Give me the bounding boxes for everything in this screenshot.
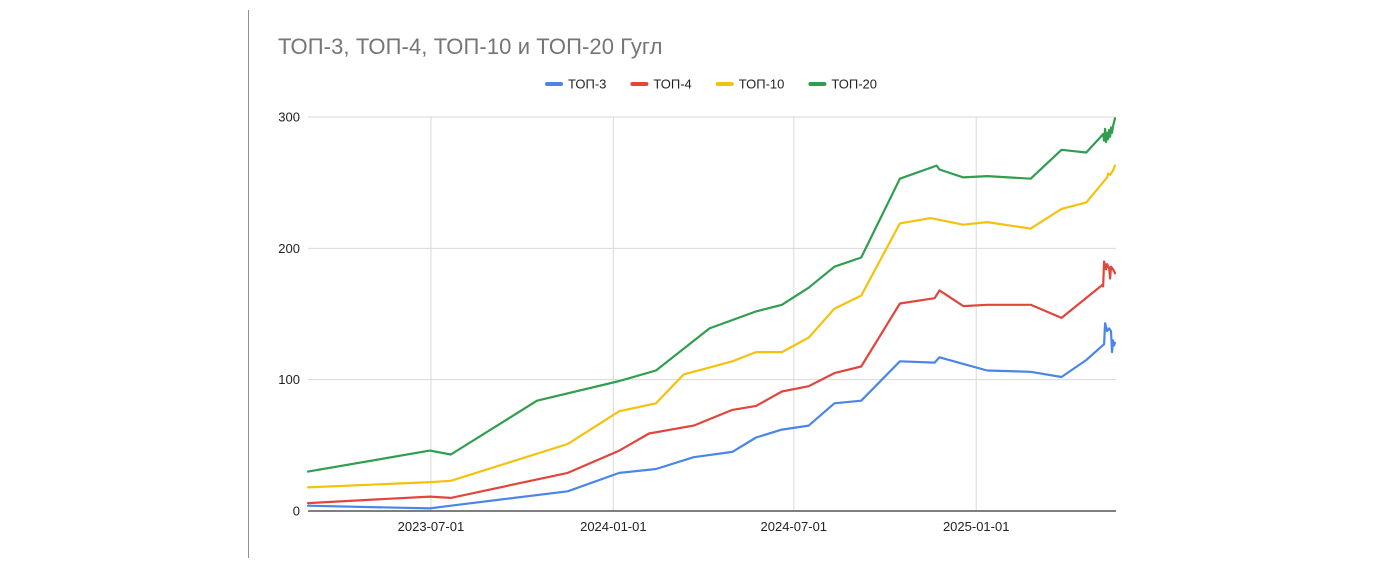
x-tick-label: 2024-01-01 xyxy=(580,519,647,534)
axes: 0 100 200 300 2023-07-01 2024-01-01 2024-07-01… xyxy=(278,110,1116,534)
legend-label: ТОП-20 xyxy=(831,77,877,92)
series-line xyxy=(306,117,1117,473)
legend-label: ТОП-3 xyxy=(568,77,606,92)
series-line xyxy=(306,260,1117,505)
legend-label: ТОП-10 xyxy=(739,77,785,92)
y-tick-label: 200 xyxy=(278,241,300,256)
x-tick-label: 2023-07-01 xyxy=(398,519,465,534)
y-tick-label: 300 xyxy=(278,110,300,125)
chart-title: ТОП-3, ТОП-4, ТОП-10 и ТОП-20 Гугл xyxy=(278,34,663,59)
series-line xyxy=(306,322,1117,510)
left-divider xyxy=(248,10,249,558)
legend: ТОП-3 ТОП-4 ТОП-10 ТОП-20 xyxy=(545,77,877,92)
x-tick-label: 2025-01-01 xyxy=(943,519,1010,534)
x-tick-label: 2024-07-01 xyxy=(761,519,828,534)
grid xyxy=(308,116,1116,511)
y-tick-label: 0 xyxy=(293,504,300,519)
y-tick-label: 100 xyxy=(278,372,300,387)
series-line xyxy=(306,164,1117,489)
series-lines xyxy=(306,117,1117,510)
legend-label: ТОП-4 xyxy=(653,77,691,92)
